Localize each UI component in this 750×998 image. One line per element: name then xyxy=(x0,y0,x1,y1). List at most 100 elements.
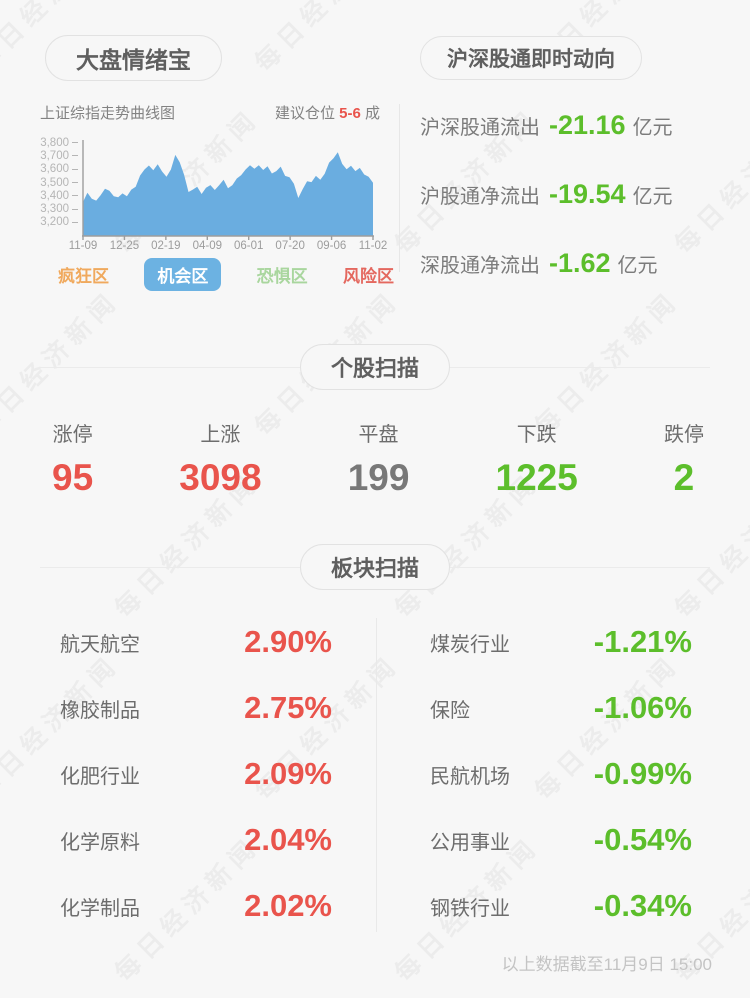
stat-label: 跌停 xyxy=(663,424,704,446)
sector-change: 2.04% xyxy=(244,822,332,857)
sector-row[interactable]: 钢铁行业 -0.34% xyxy=(430,886,692,926)
x-tick-label: 11-02 xyxy=(358,240,388,252)
sector-row[interactable]: 橡胶制品 2.75% xyxy=(60,688,332,728)
chart-title: 上证综指走势曲线图 xyxy=(40,105,176,122)
watermark-text: 每日经济新闻 xyxy=(245,0,406,79)
area-chart-svg xyxy=(82,140,374,240)
connect-unit: 亿元 xyxy=(617,255,658,277)
connect-label: 沪股通净流出 xyxy=(420,186,540,208)
sector-change: 2.90% xyxy=(244,624,332,659)
index-area-chart: 3,800 3,700 3,600 3,500 3,400 3,300 3,200 11-0… xyxy=(40,136,388,258)
connect-unit: 亿元 xyxy=(632,117,673,139)
zone-risk-button[interactable]: 风险区 xyxy=(342,267,394,286)
zone-fear-button[interactable]: 恐惧区 xyxy=(256,267,308,286)
y-tick-label: 3,700 xyxy=(40,149,78,162)
sector-row[interactable]: 煤炭行业 -1.21% xyxy=(430,622,692,662)
position-label: 建议仓位 xyxy=(274,105,335,122)
connect-value: -1.62 xyxy=(549,248,611,278)
y-tick-label: 3,800 xyxy=(40,136,78,149)
y-tick-label: 3,500 xyxy=(40,176,78,189)
stat-label: 平盘 xyxy=(358,424,399,446)
sector-row[interactable]: 化学制品 2.02% xyxy=(60,886,332,926)
sector-row[interactable]: 化学原料 2.04% xyxy=(60,820,332,860)
y-axis-labels: 3,800 3,700 3,600 3,500 3,400 3,300 3,200 xyxy=(40,136,78,229)
connect-row-total: 沪深股通流出 -21.16 亿元 xyxy=(420,110,730,141)
connect-label: 沪深股通流出 xyxy=(420,117,540,139)
connect-unit: 亿元 xyxy=(632,186,673,208)
sector-change: 2.02% xyxy=(244,888,332,923)
position-suggestion: 建议仓位 5-6 成 xyxy=(275,102,380,123)
stock-scan-header: 个股扫描 xyxy=(40,344,710,390)
sector-name: 化肥行业 xyxy=(60,765,140,788)
index-chart-block: 上证综指走势曲线图 建议仓位 5-6 成 3,800 3,700 3,600 3,50… xyxy=(40,102,394,298)
sector-change: -1.06% xyxy=(593,690,692,725)
x-tick-label: 12-25 xyxy=(109,240,140,252)
y-tick-label: 3,200 xyxy=(40,216,78,229)
zone-crazy-button[interactable]: 疯狂区 xyxy=(58,267,109,286)
sector-column-losers: 煤炭行业 -1.21% 保险 -1.06% 民航机场 -0.99% 公用事业 -… xyxy=(430,622,692,952)
x-tick-label: 09-06 xyxy=(316,240,347,252)
sector-row[interactable]: 公用事业 -0.54% xyxy=(430,820,692,860)
stat-value: 199 xyxy=(347,457,410,498)
stat-limit-down: 跌停 2 xyxy=(664,418,704,499)
stat-limit-up: 涨停 95 xyxy=(52,418,93,499)
sector-scan-header: 板块扫描 xyxy=(40,544,710,590)
stat-label: 上涨 xyxy=(200,424,241,446)
sector-change: -0.54% xyxy=(593,822,692,857)
x-tick-label: 04-09 xyxy=(192,240,222,252)
stat-value: 2 xyxy=(673,457,695,498)
x-tick-label: 07-20 xyxy=(275,240,305,252)
sector-change: -0.34% xyxy=(593,888,692,923)
connect-value: -21.16 xyxy=(549,110,626,140)
sector-name: 保险 xyxy=(430,699,470,722)
sentiment-zone-legend: 疯狂区 机会区 恐惧区 风险区 xyxy=(58,258,394,291)
stock-connect-block: 沪深股通流出 -21.16 亿元 沪股通净流出 -19.54 亿元 深股通净流出… xyxy=(420,110,730,317)
sector-name: 民航机场 xyxy=(430,765,510,788)
vertical-divider xyxy=(399,104,400,272)
sector-column-gainers: 航天航空 2.90% 橡胶制品 2.75% 化肥行业 2.09% 化学原料 2.… xyxy=(60,622,332,952)
sector-name: 化学原料 xyxy=(60,831,140,854)
stat-value: 3098 xyxy=(179,457,262,498)
stat-flat: 平盘 199 xyxy=(348,418,410,499)
section-title-stock-connect: 沪深股通即时动向 xyxy=(420,36,642,80)
connect-row-sh: 沪股通净流出 -19.54 亿元 xyxy=(420,179,730,210)
connect-value: -19.54 xyxy=(549,179,626,209)
sector-name: 钢铁行业 xyxy=(430,897,510,920)
y-tick-label: 3,400 xyxy=(40,189,78,202)
x-tick-label: 02-19 xyxy=(151,240,181,252)
sector-change: -0.99% xyxy=(593,756,692,791)
sector-change: 2.75% xyxy=(244,690,332,725)
sector-name: 航天航空 xyxy=(60,633,140,656)
y-tick-label: 3,300 xyxy=(40,202,78,215)
y-tick-label: 3,600 xyxy=(40,163,78,176)
stat-up: 上涨 3098 xyxy=(179,418,261,499)
position-unit: 成 xyxy=(364,105,380,122)
position-value: 5-6 xyxy=(339,105,361,122)
zone-opportunity-button[interactable]: 机会区 xyxy=(144,258,222,291)
sector-name: 煤炭行业 xyxy=(430,633,510,656)
vertical-divider xyxy=(376,618,377,932)
stat-value: 95 xyxy=(52,457,94,498)
sector-row[interactable]: 民航机场 -0.99% xyxy=(430,754,692,794)
section-title-sector-scan: 板块扫描 xyxy=(299,544,451,590)
sector-name: 公用事业 xyxy=(430,831,510,854)
sector-row[interactable]: 化肥行业 2.09% xyxy=(60,754,332,794)
connect-label: 深股通净流出 xyxy=(420,255,540,277)
sector-row[interactable]: 保险 -1.06% xyxy=(430,688,692,728)
sector-name: 橡胶制品 xyxy=(60,699,140,722)
sector-row[interactable]: 航天航空 2.90% xyxy=(60,622,332,662)
stat-down: 下跌 1225 xyxy=(496,418,578,499)
x-tick-label: 06-01 xyxy=(233,240,264,252)
connect-row-sz: 深股通净流出 -1.62 亿元 xyxy=(420,248,730,279)
stock-scan-stats: 涨停 95 上涨 3098 平盘 199 下跌 1225 跌停 2 xyxy=(52,418,704,499)
data-cutoff-note: 以上数据截至11月9日 15:00 xyxy=(501,955,712,974)
x-axis-labels: 11-09 12-25 02-19 04-09 06-01 07-20 09-06 11-02 xyxy=(69,240,388,254)
stat-value: 1225 xyxy=(495,457,578,498)
stat-label: 下跌 xyxy=(516,424,557,446)
x-tick-label: 11-09 xyxy=(68,240,98,252)
section-title-stock-scan: 个股扫描 xyxy=(299,344,451,390)
section-title-sentiment: 大盘情绪宝 xyxy=(45,35,222,81)
sector-change: 2.09% xyxy=(244,756,332,791)
stat-label: 涨停 xyxy=(52,424,93,446)
sector-name: 化学制品 xyxy=(60,897,140,920)
